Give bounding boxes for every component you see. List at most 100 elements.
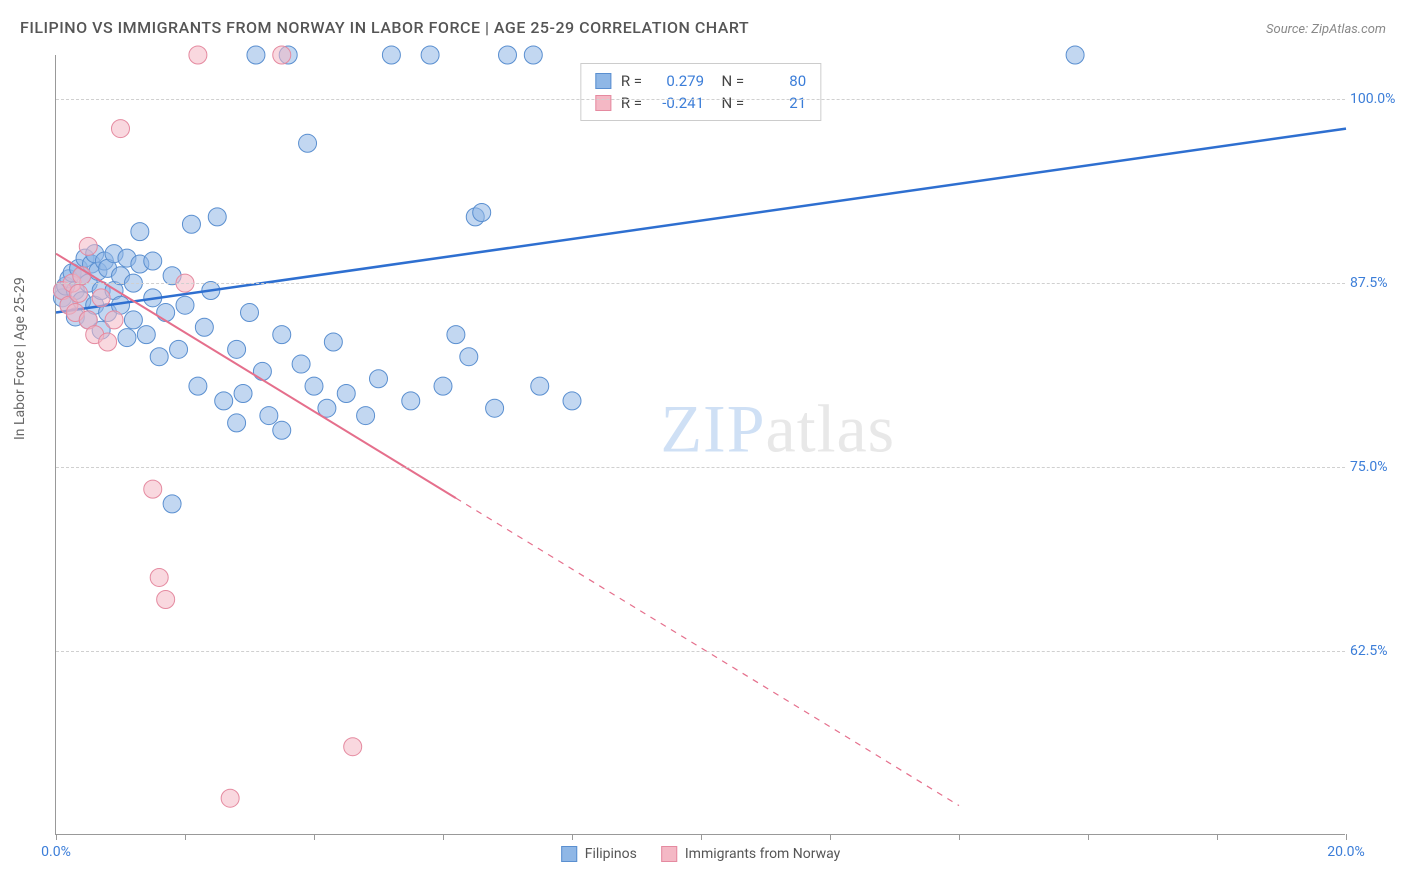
stat-r-label: R =	[621, 94, 642, 112]
plot-area: ZIPatlas R =0.279 N =80R =-0.241 N =21 F…	[55, 55, 1345, 835]
data-point	[253, 362, 271, 380]
data-point	[460, 348, 478, 366]
data-point	[170, 340, 188, 358]
data-point	[324, 333, 342, 351]
stat-n-value: 80	[754, 72, 806, 90]
data-point	[1066, 46, 1084, 64]
data-point	[157, 304, 175, 322]
data-point	[241, 304, 259, 322]
data-point	[144, 480, 162, 498]
data-point	[337, 384, 355, 402]
stat-n-label: N =	[714, 94, 744, 112]
stat-n-label: N =	[714, 72, 744, 90]
legend-swatch	[595, 73, 611, 89]
x-tick	[830, 834, 831, 840]
data-point	[144, 252, 162, 270]
bottom-legend-item: Immigrants from Norway	[661, 846, 840, 862]
legend-swatch	[661, 846, 677, 862]
data-point	[150, 568, 168, 586]
data-point	[189, 46, 207, 64]
data-point	[402, 392, 420, 410]
data-point	[344, 738, 362, 756]
x-tick	[572, 834, 573, 840]
data-point	[382, 46, 400, 64]
legend-stats-row: R = 0.279 N = 80	[595, 70, 806, 92]
data-point	[182, 215, 200, 233]
chart-svg	[56, 55, 1345, 834]
stat-r-value: 0.279	[652, 72, 704, 90]
data-point	[79, 237, 97, 255]
data-point	[208, 208, 226, 226]
x-tick	[1088, 834, 1089, 840]
data-point	[247, 46, 265, 64]
data-point	[112, 120, 130, 138]
data-point	[105, 311, 123, 329]
legend-swatch	[561, 846, 577, 862]
x-tick	[959, 834, 960, 840]
gridline-h	[56, 467, 1345, 468]
data-point	[421, 46, 439, 64]
legend-swatch	[595, 95, 611, 111]
data-point	[92, 289, 110, 307]
data-point	[234, 384, 252, 402]
data-point	[118, 329, 136, 347]
gridline-h	[56, 283, 1345, 284]
data-point	[189, 377, 207, 395]
data-point	[434, 377, 452, 395]
data-point	[563, 392, 581, 410]
data-point	[273, 421, 291, 439]
x-tick	[1346, 834, 1347, 840]
data-point	[163, 495, 181, 513]
data-point	[486, 399, 504, 417]
x-tick	[185, 834, 186, 840]
data-point	[260, 407, 278, 425]
stat-r-value: -0.241	[652, 94, 704, 112]
data-point	[221, 789, 239, 807]
data-point	[273, 326, 291, 344]
data-point	[370, 370, 388, 388]
data-point	[137, 326, 155, 344]
data-point	[473, 203, 491, 221]
x-tick-label: 20.0%	[1327, 844, 1365, 860]
data-point	[215, 392, 233, 410]
x-tick	[314, 834, 315, 840]
y-tick-label: 62.5%	[1350, 643, 1405, 659]
trendline	[56, 129, 1346, 313]
data-point	[228, 414, 246, 432]
data-point	[273, 46, 291, 64]
legend-label: Filipinos	[585, 846, 637, 862]
data-point	[99, 333, 117, 351]
data-point	[499, 46, 517, 64]
x-tick	[1217, 834, 1218, 840]
data-point	[124, 311, 142, 329]
bottom-legend-item: Filipinos	[561, 846, 637, 862]
data-point	[292, 355, 310, 373]
bottom-legend: Filipinos Immigrants from Norway	[561, 846, 841, 862]
data-point	[305, 377, 323, 395]
y-axis-label: In Labor Force | Age 25-29	[12, 277, 28, 440]
y-tick-label: 100.0%	[1350, 91, 1405, 107]
data-point	[176, 296, 194, 314]
x-tick-label: 0.0%	[41, 844, 71, 860]
x-tick	[701, 834, 702, 840]
source-attribution: Source: ZipAtlas.com	[1266, 22, 1386, 37]
data-point	[531, 377, 549, 395]
gridline-h	[56, 99, 1345, 100]
data-point	[357, 407, 375, 425]
chart-title: FILIPINO VS IMMIGRANTS FROM NORWAY IN LA…	[20, 18, 749, 37]
y-tick-label: 87.5%	[1350, 275, 1405, 291]
x-tick	[56, 834, 57, 840]
data-point	[195, 318, 213, 336]
data-point	[157, 591, 175, 609]
data-point	[447, 326, 465, 344]
stat-r-label: R =	[621, 72, 642, 90]
data-point	[131, 223, 149, 241]
data-point	[299, 134, 317, 152]
data-point	[70, 284, 88, 302]
legend-stats-box: R = 0.279 N = 80 R = -0.241 N = 21	[580, 63, 821, 121]
trendline-solid	[56, 254, 456, 498]
data-point	[524, 46, 542, 64]
y-tick-label: 75.0%	[1350, 459, 1405, 475]
legend-stats-row: R = -0.241 N = 21	[595, 92, 806, 114]
stat-n-value: 21	[754, 94, 806, 112]
